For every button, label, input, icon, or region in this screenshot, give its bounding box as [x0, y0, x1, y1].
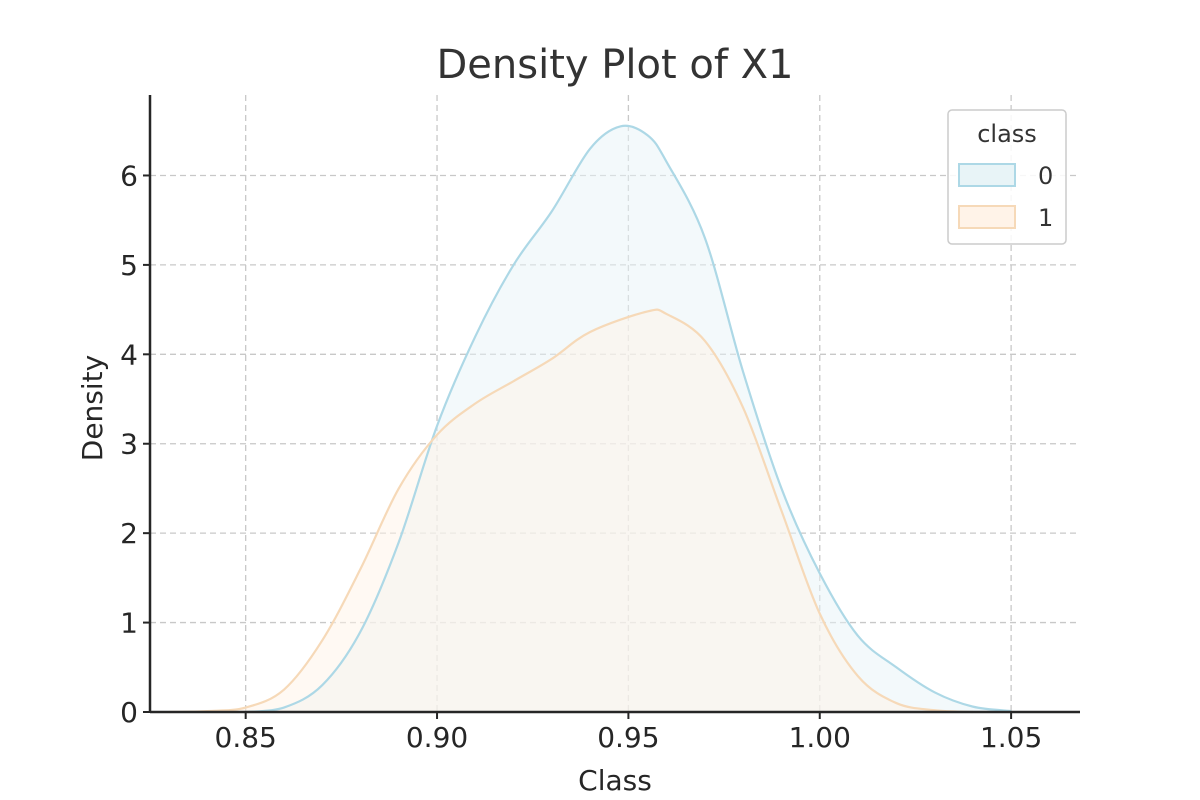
series-layer [169, 124, 1012, 714]
x-axis-label: Class [578, 764, 652, 797]
legend-label-class-0: 0 [1038, 162, 1053, 190]
axes-layer [148, 95, 1080, 714]
legend-swatch-class-1 [958, 205, 1016, 229]
x-tick-label: 0.85 [215, 721, 277, 754]
x-tick-label: 0.95 [597, 721, 659, 754]
chart-title: Density Plot of X1 [436, 42, 793, 88]
y-tick-label: 1 [120, 607, 138, 640]
density-line-class-0 [245, 124, 1012, 714]
y-axis-label: Density [76, 355, 109, 461]
density-line-class-1 [169, 308, 973, 714]
legend-title: class [977, 120, 1037, 148]
ticks-layer: 0.85 0.90 0.95 1.00 1.05 0 1 2 3 4 5 6 [120, 159, 1042, 754]
y-tick-label: 5 [120, 249, 138, 282]
y-tick-label: 2 [120, 517, 138, 550]
x-tick-label: 1.05 [980, 721, 1042, 754]
legend-swatch-class-0 [958, 163, 1016, 187]
y-tick-label: 3 [120, 428, 138, 461]
y-tick-label: 4 [120, 338, 138, 371]
x-tick-label: 0.90 [406, 721, 468, 754]
x-tick-label: 1.00 [789, 721, 851, 754]
legend: class 0 1 [947, 109, 1067, 245]
y-tick-label: 0 [120, 696, 138, 729]
y-tick-label: 6 [120, 159, 138, 192]
legend-label-class-1: 1 [1038, 204, 1053, 232]
